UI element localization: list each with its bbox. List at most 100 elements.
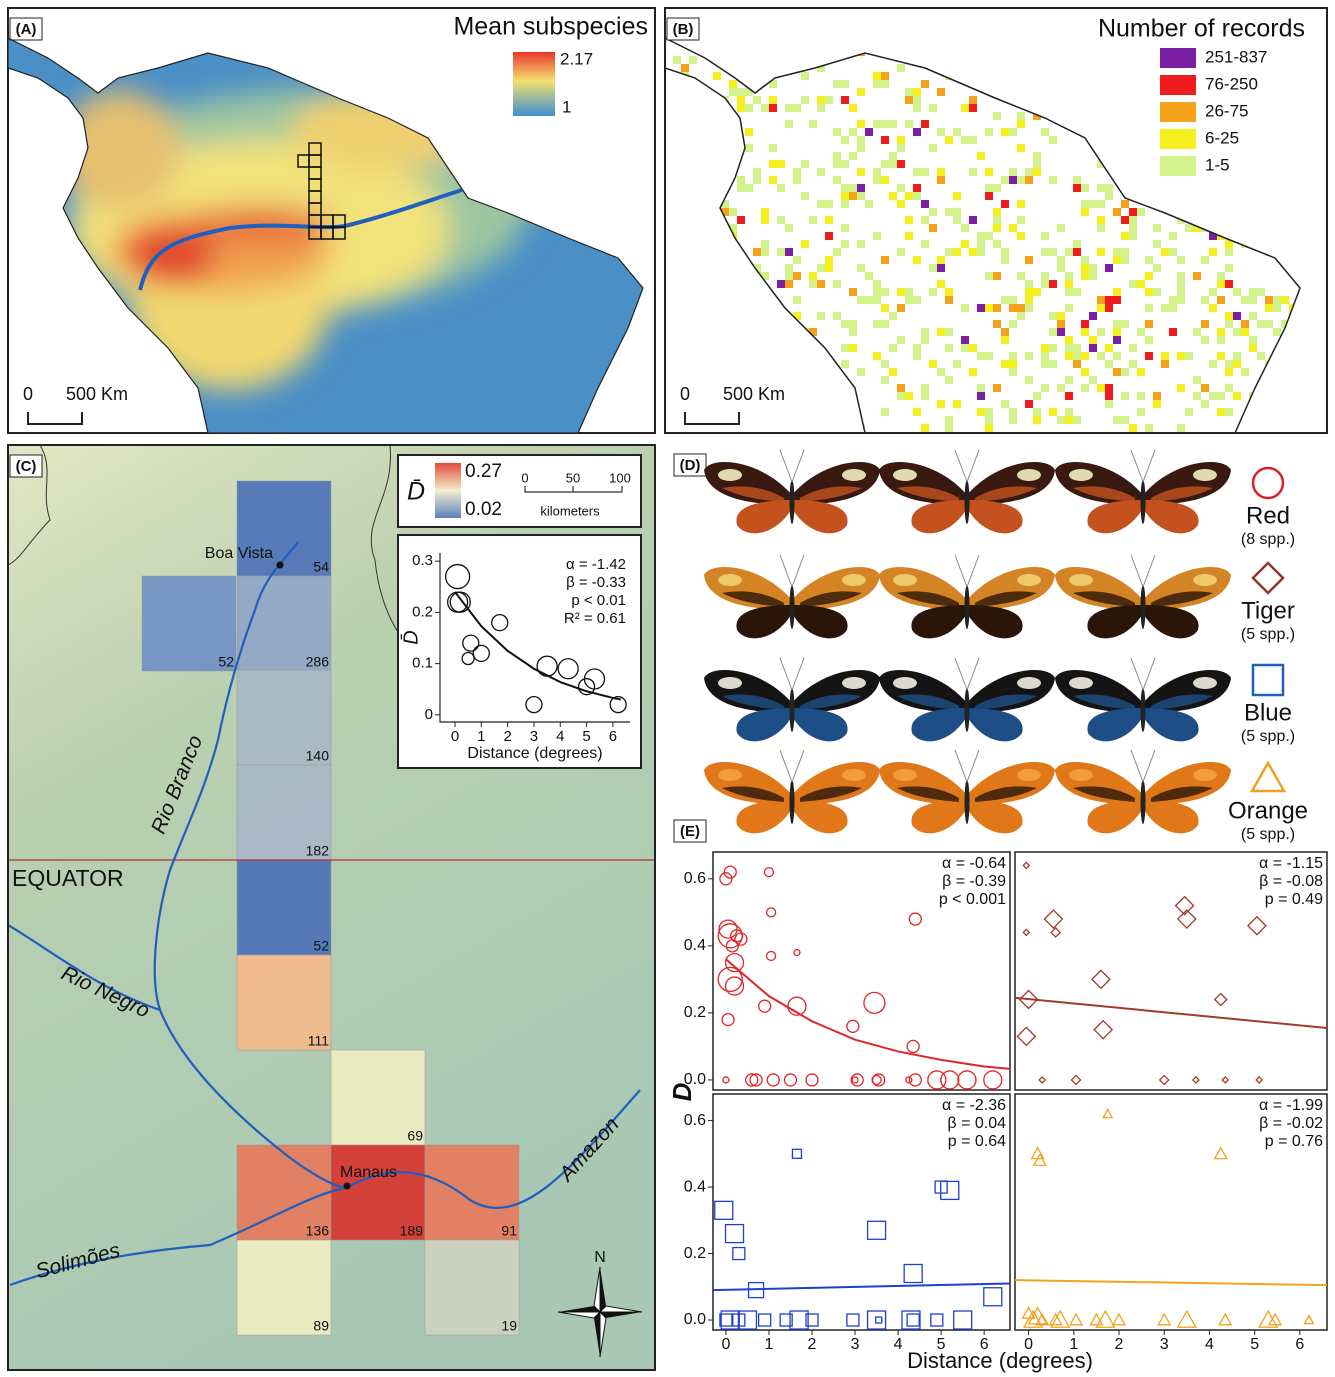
- legend-label: 2.17: [560, 49, 593, 68]
- scale-bar: [684, 412, 740, 425]
- record-cell: [993, 224, 1001, 232]
- antennae: [1130, 554, 1156, 588]
- wing-spot: [1069, 677, 1093, 689]
- point: [1032, 1153, 1047, 1166]
- butterflies: [704, 449, 1231, 834]
- point: [783, 1073, 798, 1087]
- record-cell: [1009, 408, 1017, 416]
- record-cell: [1065, 416, 1073, 424]
- point: [1221, 1076, 1230, 1084]
- y-tick-label: 0.6: [684, 870, 706, 887]
- record-cell: [913, 344, 921, 352]
- record-cell: [881, 376, 889, 384]
- point: [1213, 1146, 1228, 1160]
- record-cell: [1105, 400, 1113, 408]
- record-cell: [921, 168, 929, 176]
- record-cell: [1001, 296, 1009, 304]
- hindwing: [911, 800, 967, 834]
- y-tick-label: 0.6: [684, 1112, 706, 1129]
- legend-marker: [1251, 466, 1285, 500]
- record-cell: [881, 360, 889, 368]
- record-cell: [1097, 328, 1105, 336]
- record-cell: [1017, 272, 1025, 280]
- legend-symbol: D̄: [407, 478, 425, 506]
- butterfly: [879, 749, 1055, 834]
- record-cell: [881, 304, 889, 312]
- point: [927, 1070, 947, 1090]
- record-cell: [769, 160, 777, 168]
- point: [765, 907, 777, 918]
- point: [983, 1070, 1003, 1090]
- scale-label: 50: [566, 470, 580, 485]
- y-tick-label: 0.4: [684, 1178, 706, 1195]
- record-cell: [929, 104, 937, 112]
- wing-spot: [1193, 677, 1217, 689]
- record-cell: [1073, 416, 1081, 424]
- record-cell: [1241, 328, 1249, 336]
- stat-label: α = -2.36: [942, 1097, 1006, 1114]
- record-cell: [873, 288, 881, 296]
- axes: [439, 553, 630, 723]
- record-cell: [1017, 232, 1025, 240]
- record-cell: [1137, 408, 1145, 416]
- record-cell: [1241, 320, 1249, 328]
- record-cell: [1217, 328, 1225, 336]
- point: [583, 668, 606, 690]
- record-cell: [833, 80, 841, 88]
- x-tick-label: 3: [851, 1336, 860, 1353]
- record-cell: [1161, 248, 1169, 256]
- record-cell: [1009, 360, 1017, 368]
- point: [1038, 1076, 1047, 1084]
- x-tick-label: 4: [556, 728, 564, 745]
- coastline: [664, 36, 1301, 434]
- record-cell: [913, 128, 921, 136]
- stat-label: p < 0.01: [571, 592, 626, 609]
- record-cell: [1041, 128, 1049, 136]
- record-cell: [785, 104, 793, 112]
- fit-line: [725, 958, 1011, 1070]
- river: [138, 188, 463, 291]
- record-cell: [1113, 416, 1121, 424]
- stat-label: β = -0.08: [1259, 873, 1323, 890]
- record-cell: [809, 272, 817, 280]
- record-cell: [1145, 272, 1153, 280]
- x-tick-label: 3: [1160, 1336, 1169, 1353]
- record-cell: [881, 136, 889, 144]
- record-cell: [1177, 424, 1185, 432]
- record-cell: [1217, 272, 1225, 280]
- point: [850, 1073, 864, 1087]
- legend-label: 6-25: [1205, 128, 1239, 147]
- record-cell: [897, 184, 905, 192]
- record-cell: [857, 168, 865, 176]
- stat-label: p = 0.64: [948, 1133, 1006, 1150]
- record-cell: [841, 360, 849, 368]
- record-cell: [777, 280, 785, 288]
- border: [8, 445, 51, 566]
- record-cell: [1089, 376, 1097, 384]
- record-cell: [1049, 328, 1057, 336]
- record-cell: [1065, 392, 1073, 400]
- wing-spot: [893, 574, 917, 586]
- wing-spot: [893, 677, 917, 689]
- x-tick-label: 6: [609, 728, 617, 745]
- body: [964, 780, 970, 824]
- record-cell: [825, 264, 833, 272]
- legend: 251-837 76-250 26-75 6-25 1-5: [1160, 47, 1267, 176]
- record-cell: [1201, 320, 1209, 328]
- wing-band: [800, 591, 862, 607]
- record-cell: [1065, 344, 1073, 352]
- record-cell: [1121, 216, 1129, 224]
- record-cell: [1161, 304, 1169, 312]
- record-cell: [745, 184, 753, 192]
- legend-swatch: [1160, 129, 1196, 149]
- legend-title: Number of records: [1098, 15, 1305, 43]
- record-cell: [857, 184, 865, 192]
- record-cell: [913, 256, 921, 264]
- hindwing: [792, 708, 848, 742]
- x-tick-label: 1: [1069, 1336, 1078, 1353]
- antennae: [779, 749, 805, 783]
- record-cell: [777, 248, 785, 256]
- hindwing: [911, 605, 967, 639]
- record-cell: [1073, 344, 1081, 352]
